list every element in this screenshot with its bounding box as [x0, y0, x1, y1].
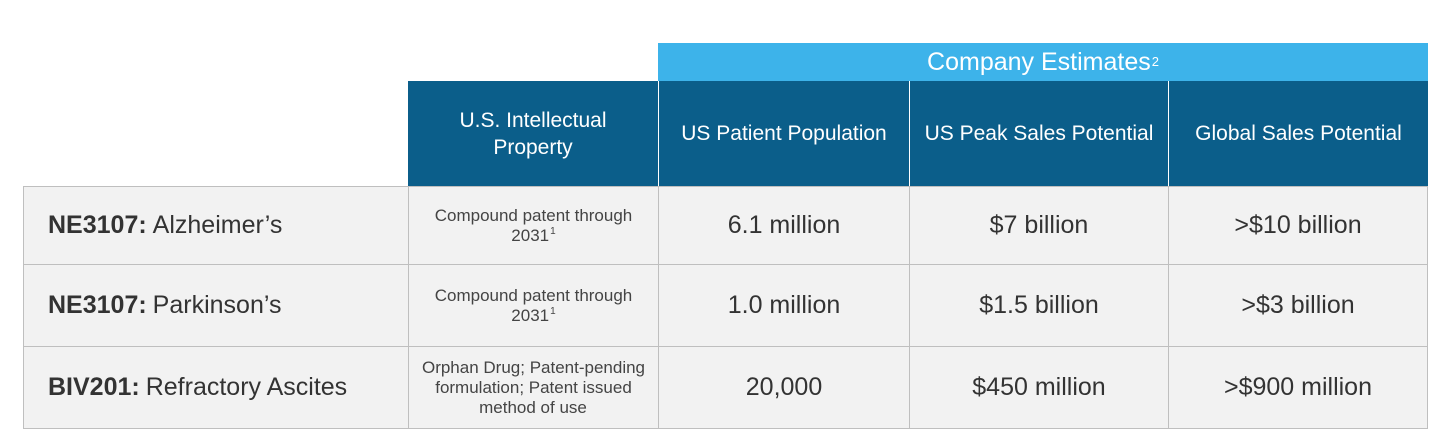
header-patient-population: US Patient Population: [658, 81, 909, 186]
header-peak-sales: US Peak Sales Potential: [909, 81, 1168, 186]
peak-sales-cell: $450 million: [909, 347, 1168, 428]
indication-cell: NE3107: Alzheimer’s: [23, 187, 408, 264]
table-row: BIV201: Refractory Ascites Orphan Drug; …: [23, 346, 1428, 429]
global-sales-cell: >$900 million: [1168, 347, 1428, 428]
population-cell: 1.0 million: [658, 265, 909, 346]
population-cell: 6.1 million: [658, 187, 909, 264]
program-code: BIV201:: [48, 373, 140, 401]
table-row: NE3107: Alzheimer’s Compound patent thro…: [23, 186, 1428, 264]
ip-text: Compound patent through 2031: [434, 285, 633, 325]
ip-cell: Compound patent through 20311: [408, 265, 658, 346]
indication-name: Parkinson’s: [152, 291, 282, 319]
global-sales-cell: >$3 billion: [1168, 265, 1428, 346]
indication-name: Refractory Ascites: [145, 373, 348, 401]
ip-footnote: 1: [550, 305, 556, 317]
indication-cell: NE3107: Parkinson’s: [23, 265, 408, 346]
global-sales-cell: >$10 billion: [1168, 187, 1428, 264]
peak-sales-cell: $1.5 billion: [909, 265, 1168, 346]
program-code: NE3107:: [48, 291, 147, 319]
ip-text: Orphan Drug; Patent-pending formulation;…: [421, 357, 646, 417]
indication-name: Alzheimer’s: [152, 211, 283, 239]
indication-cell: BIV201: Refractory Ascites: [23, 347, 408, 428]
ip-cell: Compound patent through 20311: [408, 187, 658, 264]
company-estimates-banner: Company Estimates 2: [658, 43, 1428, 81]
ip-footnote: 1: [550, 225, 556, 237]
ip-cell: Orphan Drug; Patent-pending formulation;…: [408, 347, 658, 428]
peak-sales-cell: $7 billion: [909, 187, 1168, 264]
ip-text: Compound patent through 2031: [434, 205, 633, 245]
banner-title: Company Estimates: [927, 47, 1151, 76]
program-code: NE3107:: [48, 211, 147, 239]
population-cell: 20,000: [658, 347, 909, 428]
table-row: NE3107: Parkinson’s Compound patent thro…: [23, 264, 1428, 346]
header-global-sales: Global Sales Potential: [1168, 81, 1428, 186]
header-intellectual-property: U.S. Intellectual Property: [408, 81, 658, 186]
